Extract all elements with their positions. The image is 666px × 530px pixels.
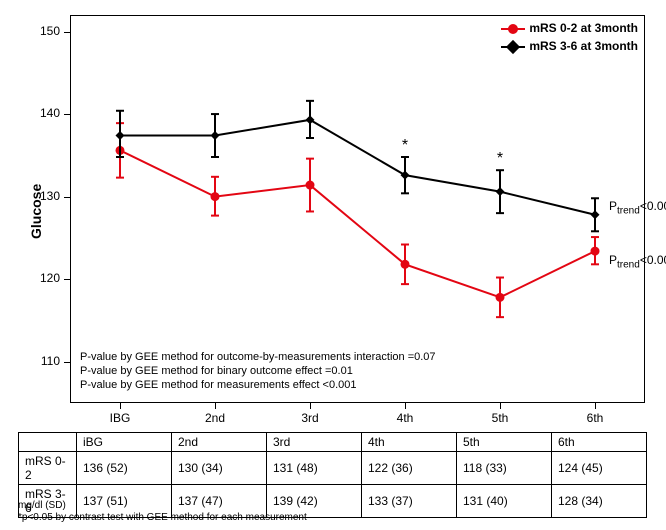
legend-line <box>501 28 525 30</box>
table-cell: 118 (33) <box>457 452 552 485</box>
marker-circle <box>401 260 410 269</box>
y-tick <box>64 114 70 115</box>
table-header-cell: 5th <box>457 433 552 452</box>
significance-star: * <box>402 137 408 155</box>
table-header-cell: 6th <box>552 433 647 452</box>
legend-diamond-icon <box>506 40 520 54</box>
gee-annotation-2: P-value by GEE method for binary outcome… <box>80 365 353 377</box>
table-cell: 131 (48) <box>267 452 362 485</box>
ptrend-label-lower: Ptrend<0.001 <box>609 253 666 270</box>
y-tick-label: 130 <box>40 189 60 203</box>
table-header-cell: 2nd <box>172 433 267 452</box>
ptrend-label-upper: Ptrend<0.001 <box>609 199 666 216</box>
marker-diamond <box>401 171 410 180</box>
significance-star: * <box>497 150 503 168</box>
y-tick <box>64 362 70 363</box>
y-tick-label: 110 <box>41 354 60 368</box>
legend-circle-icon <box>508 24 518 34</box>
legend-item: mRS 0-2 at 3month <box>501 21 638 35</box>
y-tick-label: 140 <box>40 106 60 120</box>
x-tick <box>120 403 121 409</box>
x-tick <box>595 403 596 409</box>
x-tick <box>405 403 406 409</box>
legend-label: mRS 0-2 at 3month <box>529 21 638 35</box>
table-cell: 133 (37) <box>362 485 457 518</box>
table-cell: 130 (34) <box>172 452 267 485</box>
table-cell: 131 (40) <box>457 485 552 518</box>
x-tick <box>500 403 501 409</box>
series-line <box>120 150 595 297</box>
x-tick <box>215 403 216 409</box>
y-tick-label: 120 <box>40 271 60 285</box>
legend: mRS 0-2 at 3month mRS 3-6 at 3month <box>501 21 638 57</box>
gee-annotation-1: P-value by GEE method for outcome-by-mea… <box>80 351 436 363</box>
y-tick <box>64 279 70 280</box>
footer-units: mg/dl (SD) <box>18 500 66 511</box>
gee-annotation-3: P-value by GEE method for measurements e… <box>80 379 356 391</box>
legend-item: mRS 3-6 at 3month <box>501 39 638 53</box>
x-category-label: IBG <box>110 411 131 425</box>
marker-diamond <box>116 131 125 140</box>
table-rowhead-cell: mRS 0-2 <box>19 452 77 485</box>
x-category-label: 5th <box>492 411 509 425</box>
x-category-label: 6th <box>587 411 604 425</box>
marker-circle <box>306 181 315 190</box>
legend-label: mRS 3-6 at 3month <box>529 39 638 53</box>
y-tick <box>64 32 70 33</box>
table-cell: 124 (45) <box>552 452 647 485</box>
marker-circle <box>496 293 505 302</box>
figure-container: Glucose Ptrend<0.001 Ptrend<0.001 P-valu… <box>0 0 666 530</box>
summary-table: iBG2nd3rd4th5th6thmRS 0-2136 (52)130 (34… <box>18 432 647 518</box>
y-tick-label: 150 <box>40 24 60 38</box>
x-category-label: 2nd <box>205 411 225 425</box>
x-tick <box>310 403 311 409</box>
marker-circle <box>591 247 600 256</box>
marker-diamond <box>496 187 505 196</box>
x-category-label: 3rd <box>301 411 318 425</box>
table-header-cell: iBG <box>77 433 172 452</box>
table-cell: 128 (34) <box>552 485 647 518</box>
y-tick <box>64 197 70 198</box>
footer-star-note: *p<0.05 by contrast test with GEE method… <box>18 512 307 523</box>
marker-diamond <box>591 210 600 219</box>
legend-line <box>501 46 525 48</box>
table-cell: 136 (52) <box>77 452 172 485</box>
marker-diamond <box>211 131 220 140</box>
table-header-row: iBG2nd3rd4th5th6th <box>19 433 647 452</box>
table-row: mRS 0-2136 (52)130 (34)131 (48)122 (36)1… <box>19 452 647 485</box>
series-line <box>120 120 595 215</box>
x-category-label: 4th <box>397 411 414 425</box>
table-header-cell <box>19 433 77 452</box>
marker-diamond <box>306 115 315 124</box>
table-cell: 122 (36) <box>362 452 457 485</box>
table-header-cell: 3rd <box>267 433 362 452</box>
marker-circle <box>211 192 220 201</box>
table-header-cell: 4th <box>362 433 457 452</box>
